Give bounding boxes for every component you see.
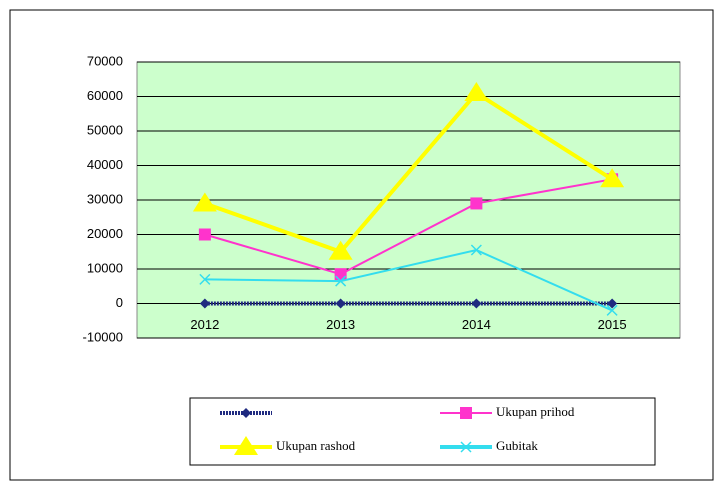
y-tick-label: 20000 bbox=[87, 226, 123, 241]
marker bbox=[464, 82, 489, 102]
marker bbox=[335, 275, 347, 287]
marker bbox=[460, 441, 472, 453]
marker bbox=[199, 298, 210, 309]
marker bbox=[471, 298, 482, 309]
legend-label: Ukupan prihod bbox=[496, 404, 575, 419]
y-tick-label: 0 bbox=[116, 295, 123, 310]
series-line bbox=[204, 178, 613, 276]
marker bbox=[198, 228, 211, 241]
y-tick-label: 60000 bbox=[87, 88, 123, 103]
y-tick-label: -10000 bbox=[83, 329, 123, 344]
marker bbox=[600, 168, 625, 188]
marker bbox=[241, 408, 251, 418]
x-tick-label: 2012 bbox=[190, 317, 219, 332]
marker bbox=[234, 436, 258, 455]
marker bbox=[328, 240, 353, 260]
marker bbox=[470, 244, 482, 256]
marker bbox=[335, 298, 346, 309]
marker bbox=[192, 192, 217, 212]
legend-label: Gubitak bbox=[496, 438, 538, 453]
marker bbox=[334, 268, 347, 281]
x-tick-label: 2014 bbox=[462, 317, 491, 332]
x-tick-label: 2013 bbox=[326, 317, 355, 332]
marker bbox=[199, 273, 211, 285]
y-tick-label: 70000 bbox=[87, 53, 123, 68]
y-tick-label: 40000 bbox=[87, 157, 123, 172]
marker bbox=[606, 304, 618, 316]
y-tick-label: 50000 bbox=[87, 122, 123, 137]
y-tick-label: 10000 bbox=[87, 260, 123, 275]
marker bbox=[460, 407, 472, 419]
series-line bbox=[204, 248, 613, 312]
marker bbox=[607, 298, 618, 309]
series-line bbox=[204, 90, 614, 255]
y-tick-label: 30000 bbox=[87, 191, 123, 206]
x-tick-label: 2015 bbox=[598, 317, 627, 332]
marker bbox=[470, 197, 483, 210]
legend-label: Ukupan rashod bbox=[276, 438, 356, 453]
legend-box bbox=[189, 397, 656, 466]
